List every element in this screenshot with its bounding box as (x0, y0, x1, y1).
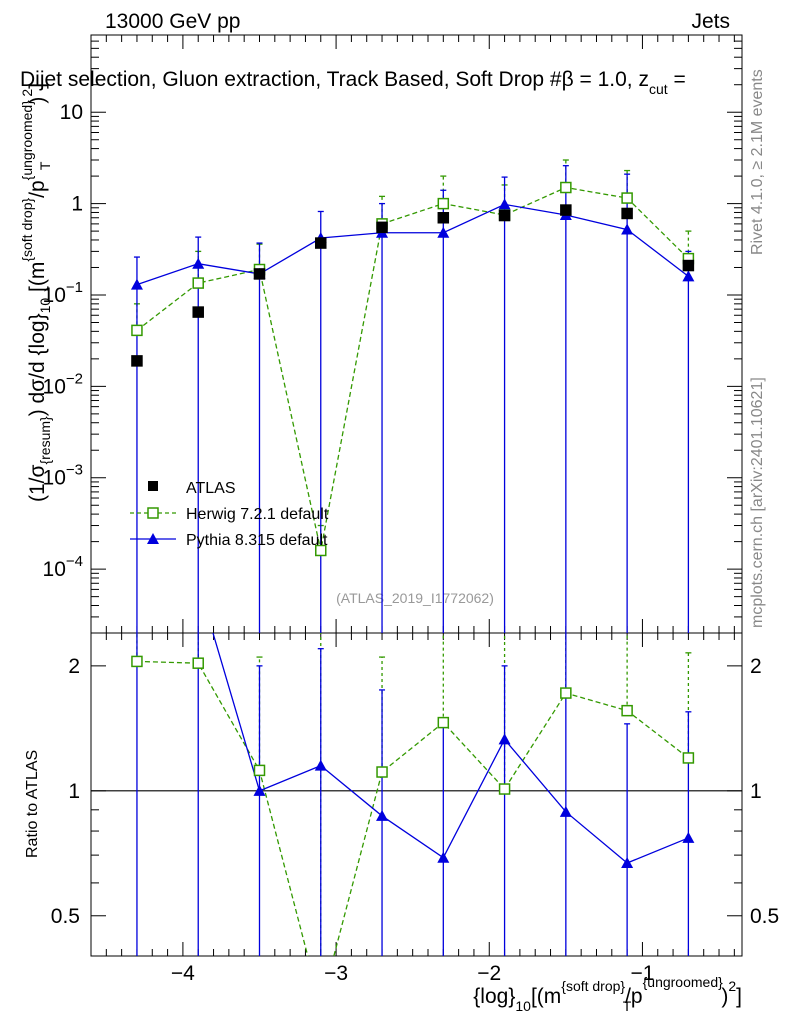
analysis-watermark: (ATLAS_2019_I1772062) (336, 590, 494, 606)
plot-title-end: = (668, 68, 686, 91)
pythia-line (136, 203, 689, 286)
pythia-point (682, 270, 695, 282)
herwig-ratio-point (192, 657, 204, 669)
legend-atlas-marker (148, 481, 158, 491)
herwig-ratio-point (498, 783, 511, 795)
pythia-ratio-point (314, 759, 327, 771)
y-tick-label: 1 (71, 193, 83, 216)
herwig-point (192, 277, 204, 289)
x-tick-label: −4 (171, 962, 195, 985)
y-tick-label-right: 1 (750, 780, 762, 803)
atlas-point (682, 259, 695, 272)
pythia-point (130, 278, 143, 290)
herwig-ratio-point (131, 655, 143, 668)
y-tick-label: 10−3 (43, 462, 83, 490)
herwig-ratio-point (560, 687, 572, 699)
herwig-line (136, 186, 689, 551)
plot-title-beta: β = 1.0, z (562, 68, 649, 91)
legend-herwig-marker (147, 507, 159, 519)
x-tick-label: −2 (477, 962, 501, 985)
herwig-ratio-point (376, 766, 388, 778)
ratio-axes: −4 −3 −2 −1 0.5 0.5 1 1 2 2 (51, 633, 779, 985)
atlas-point (192, 306, 204, 318)
pythia-ratio-point (498, 733, 511, 745)
rivet-label: Rivet 4.1.0, ≥ 2.1M events (749, 69, 766, 255)
x-axis-label: {log}10[(m{soft drop}/p{ungroomed} T)2] (473, 974, 742, 1014)
atlas-point (437, 212, 450, 224)
pythia-ratio-line (212, 633, 689, 864)
atlas-point (498, 209, 511, 222)
y-tick-label: 10−4 (43, 553, 83, 581)
y-tick-label: 2 (68, 655, 80, 678)
herwig-point (437, 197, 450, 210)
mcplots-label: mcplots.cern.ch [arXiv:2401.10621] (749, 377, 766, 628)
ratio-series (131, 633, 695, 1011)
ratio-frame (90, 632, 743, 957)
atlas-point (131, 355, 143, 367)
x-tick-label: −1 (630, 962, 654, 985)
plot-title-main: Dijet selection, Gluon extraction, Track… (20, 68, 562, 91)
pythia-ratio-point (437, 851, 450, 863)
herwig-ratio-point (316, 1001, 326, 1011)
atlas-point (315, 237, 327, 249)
pythia-ratio-point (376, 809, 389, 821)
atlas-point (621, 207, 633, 220)
y-tick-label: 0.5 (51, 905, 80, 928)
y-tick-label-right: 2 (750, 655, 762, 678)
pythia-point (621, 223, 634, 235)
herwig-point (621, 192, 633, 204)
pythia-point (437, 226, 450, 238)
y-tick-label: 10−2 (43, 370, 83, 398)
atlas-point (376, 221, 388, 234)
herwig-ratio-point (253, 764, 266, 777)
atlas-point (560, 204, 572, 216)
legend-atlas-label: ATLAS (186, 480, 236, 497)
main-axes: 10−4 10−3 10−2 10−1 1 10 (43, 34, 742, 634)
pythia-ratio-point (621, 857, 634, 869)
y-tick-label: 1 (68, 780, 80, 803)
main-series (130, 159, 695, 633)
pythia-point (498, 198, 511, 210)
legend: ATLAS Herwig 7.2.1 default Pythia 8.315 … (130, 480, 329, 549)
pythia-ratio-point (682, 831, 695, 843)
herwig-ratio-line (136, 660, 689, 956)
y-tick-label: 10−1 (43, 279, 83, 307)
legend-pythia-label: Pythia 8.315 default (186, 532, 328, 549)
plot-title-sub: cut (649, 81, 668, 97)
herwig-point (315, 544, 327, 557)
x-tick-label: −3 (324, 962, 348, 985)
legend-herwig-label: Herwig 7.2.1 default (186, 506, 329, 523)
legend-pythia-marker (147, 533, 159, 544)
herwig-ratio-point (621, 704, 633, 717)
herwig-point (131, 324, 143, 337)
herwig-ratio-point (682, 752, 695, 764)
pythia-point (192, 257, 205, 269)
plot-title: Dijet selection, Gluon extraction, Track… (20, 68, 686, 97)
header-left: 13000 GeV pp (105, 10, 240, 33)
herwig-ratio-point (437, 716, 450, 729)
pythia-ratio-point (253, 784, 266, 796)
ratio-ylabel: Ratio to ATLAS (24, 750, 41, 858)
herwig-point (560, 181, 572, 194)
y-tick-label-right: 0.5 (750, 905, 779, 928)
header-right: Jets (691, 10, 730, 33)
y-tick-label: 10 (60, 101, 83, 124)
atlas-point (253, 268, 266, 280)
pythia-ratio-point (559, 805, 572, 817)
main-ylabel: (1/σ{resum}) dσ/d {log}10 [(m{soft drop}… (19, 83, 53, 502)
